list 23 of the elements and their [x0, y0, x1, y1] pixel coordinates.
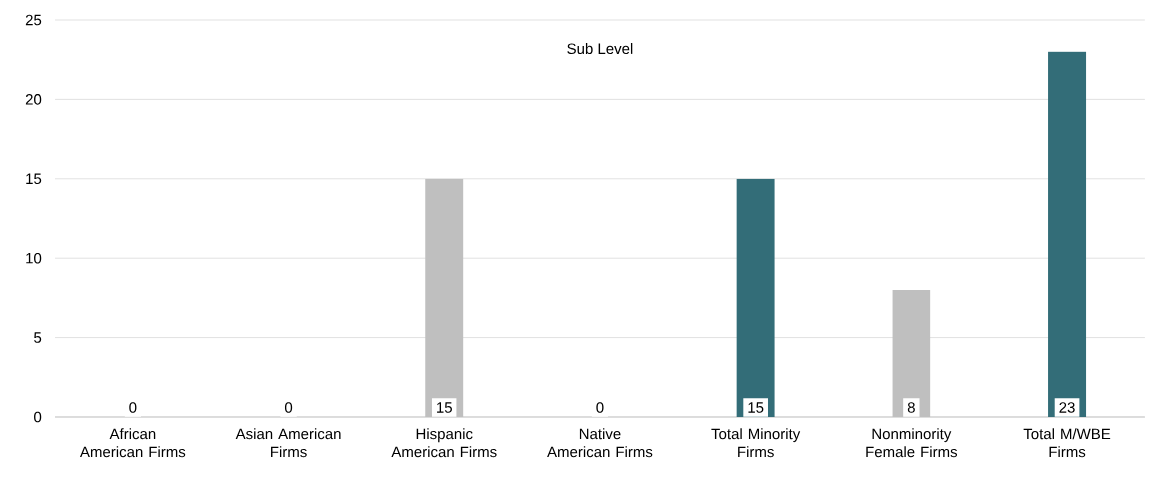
data-label: 15: [748, 402, 764, 413]
text: Sub Level: [567, 43, 633, 55]
x-tick-label: African American Firms: [79, 428, 186, 458]
x-tick-label: Asian American Firms: [235, 428, 341, 458]
data-label: 8: [907, 402, 915, 413]
y-tick-label: 25: [25, 14, 42, 26]
y-tick-label: 5: [34, 332, 42, 343]
data-label: 0: [284, 402, 293, 413]
y-tick-label: 20: [25, 94, 42, 105]
x-tick-label: Total Minority Firms: [711, 428, 801, 458]
x-tick-label: Native American Firms: [547, 428, 653, 458]
bar: [736, 178, 775, 417]
data-label: 23: [1059, 402, 1075, 413]
x-tick-label: Nonminority Female Firms: [866, 428, 958, 458]
y-tick-label: 15: [26, 173, 42, 185]
data-label: 0: [596, 402, 604, 413]
y-tick-label: 0: [34, 411, 42, 423]
data-label: 15: [437, 402, 452, 413]
y-tick-label: 10: [26, 252, 42, 264]
bar: [1048, 51, 1087, 417]
x-tick-label: Total M/WBE Firms: [1023, 428, 1111, 458]
x-tick-label: Hispanic American Firms: [391, 428, 497, 458]
data-label: 0: [129, 402, 137, 413]
